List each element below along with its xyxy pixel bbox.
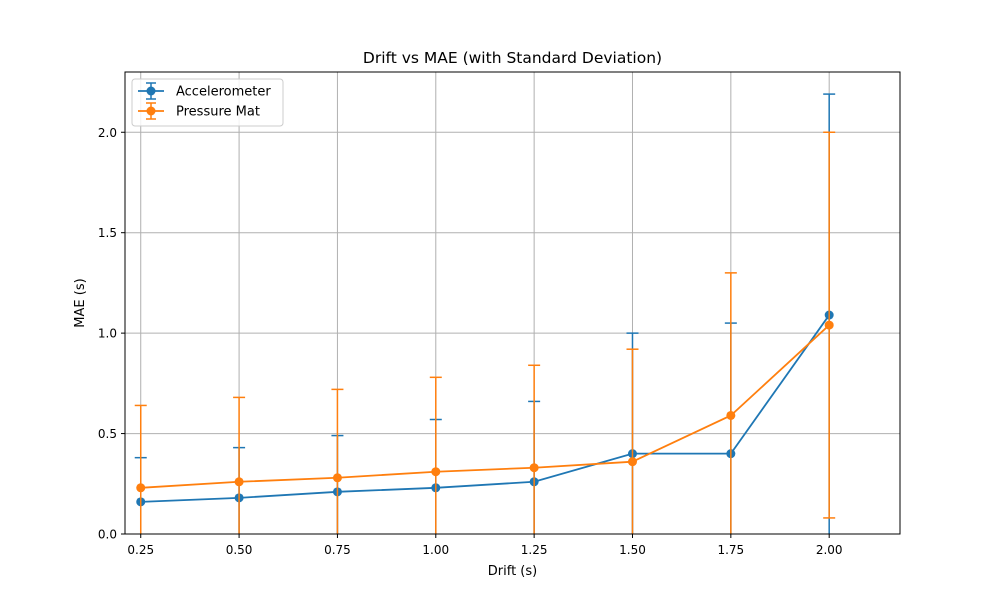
data-point [529,463,539,473]
data-point [726,410,736,420]
data-point [136,483,146,493]
legend-swatch-marker [146,86,156,96]
data-series [134,93,836,534]
plot-area-frame [124,71,901,535]
data-point [431,467,441,477]
series-line [140,314,830,503]
legend-label: Pressure Mat [176,105,260,120]
x-tick-label: 1.00 [422,543,449,557]
x-tick-label: 0.50 [226,543,253,557]
y-axis-label: MAE (s) [73,278,88,327]
legend: Accelerometer Pressure Mat [131,78,284,127]
legend-swatch-marker [146,106,156,116]
legend-box [131,78,284,127]
y-tick-label: 0.0 [98,528,117,542]
x-tick-label: 0.25 [127,543,154,557]
y-tick-label: 1.0 [98,327,117,341]
x-axis-label: Drift (s) [488,564,537,579]
x-tick-label: 1.75 [717,543,744,557]
y-tick-label: 0.5 [98,427,117,441]
grid-lines [125,72,900,535]
x-tick-label: 1.50 [619,543,646,557]
data-point [824,320,834,330]
series-pressure-mat [134,131,836,534]
x-tick-label: 2.00 [816,543,843,557]
series-line [140,324,830,489]
axis-ticks: 0.25 0.50 0.75 1.00 1.25 1.50 1.75 2.00 0.0 0.5 1.… [98,126,843,557]
y-tick-label: 1.5 [98,226,117,240]
legend-label: Accelerometer [176,85,271,100]
data-point [627,457,637,467]
data-point [234,477,244,487]
chart-title: Drift vs MAE (with Standard Deviation) [363,49,662,67]
data-point [332,473,342,483]
x-tick-label: 1.25 [521,543,548,557]
y-tick-label: 2.0 [98,126,117,140]
x-tick-label: 0.75 [324,543,351,557]
